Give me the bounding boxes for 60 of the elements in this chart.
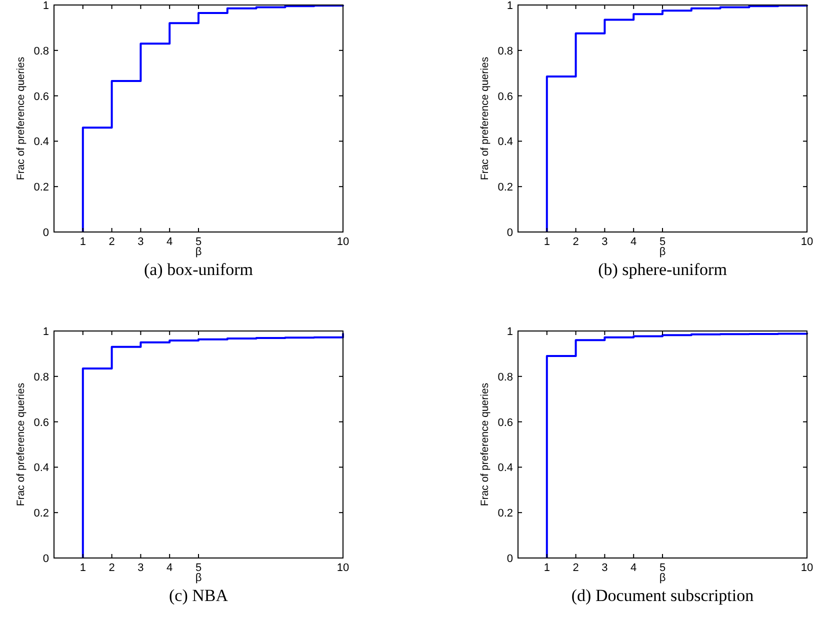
x-tick-label: 2 [572,236,579,248]
x-tick-label: 1 [544,236,550,248]
y-axis-title: Frac of preference queries [479,382,491,506]
y-tick-label: 0.4 [34,462,49,474]
text: (b) sphere-uniform [598,260,727,279]
y-tick-label: 0.2 [34,182,49,194]
y-tick-label: 0 [42,227,49,239]
y-tick-label: 0.2 [498,508,513,520]
x-tick-label: 4 [630,562,637,574]
x-tick-label: 3 [138,236,144,248]
text: (d) Document subscription [571,586,754,605]
y-tick-label: 1 [506,326,513,338]
x-tick-label: 4 [166,236,173,248]
y-tick-label: 0 [506,227,513,239]
x-axis-title: β [659,246,666,258]
y-tick-label: 0.8 [34,45,49,58]
x-axis-title: β [195,572,202,584]
x-tick-label: 3 [138,562,144,574]
x-tick-label: 2 [572,562,579,574]
y-axis-title: Frac of preference queries [479,56,491,180]
y-tick-label: 0.4 [498,462,513,474]
y-tick-label: 0.8 [498,371,513,384]
x-tick-label: 10 [800,562,814,574]
x-tick-label: 5 [195,562,202,574]
y-axis-title: Frac of preference queries [15,382,27,506]
x-tick-label: 2 [108,236,115,248]
text: (c) NBA [168,586,229,605]
x-axis-title: β [195,246,202,258]
y-tick-label: 0.6 [34,416,49,429]
y-tick-label: 0.2 [498,182,513,194]
x-tick-label: 4 [630,236,637,248]
y-tick-label: 0.6 [498,416,513,429]
y-tick-label: 0.6 [34,90,49,103]
y-tick-label: 1 [42,326,49,338]
y-tick-label: 0.4 [34,136,49,148]
x-tick-label: 4 [166,562,173,574]
x-tick-label: 5 [195,236,202,248]
x-tick-label: 5 [659,236,666,248]
y-tick-label: 0.8 [34,371,49,384]
y-tick-label: 0.8 [498,45,513,58]
text: (a) box-uniform [144,260,254,279]
x-tick-label: 3 [602,236,608,248]
y-tick-label: 0.2 [34,508,49,520]
x-tick-label: 10 [336,236,350,248]
x-tick-label: 5 [659,562,666,574]
x-tick-label: 10 [800,236,814,248]
y-tick-label: 1 [42,0,49,12]
x-axis-title: β [659,572,666,584]
x-tick-label: 1 [80,236,86,248]
x-tick-label: 1 [544,562,550,574]
y-tick-label: 0 [42,553,49,565]
y-tick-label: 0 [506,553,513,565]
y-tick-label: 0.6 [498,90,513,103]
x-tick-label: 1 [80,562,86,574]
x-tick-label: 2 [108,562,115,574]
y-axis-title: Frac of preference queries [15,56,27,180]
y-tick-label: 0.4 [498,136,513,148]
y-tick-label: 1 [506,0,513,12]
x-tick-label: 3 [602,562,608,574]
x-tick-label: 10 [336,562,350,574]
